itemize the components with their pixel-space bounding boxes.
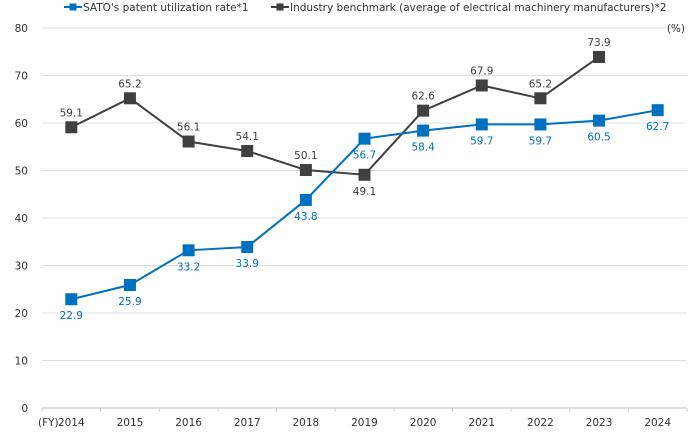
y-tick-label: 10 bbox=[15, 356, 28, 368]
data-point bbox=[65, 121, 78, 134]
data-point bbox=[593, 114, 606, 127]
data-point bbox=[358, 132, 371, 145]
data-label: 59.7 bbox=[470, 135, 493, 147]
data-point bbox=[299, 193, 312, 206]
data-point bbox=[475, 79, 488, 92]
legend-item-sato: SATO's patent utilization rate*1 bbox=[64, 2, 249, 14]
legend-label: SATO's patent utilization rate*1 bbox=[83, 2, 249, 14]
x-tick-label: 2024 bbox=[644, 417, 671, 429]
y-unit-label: (%) bbox=[667, 23, 685, 35]
data-label: 43.8 bbox=[294, 211, 317, 223]
data-point bbox=[299, 164, 312, 177]
y-tick-label: 40 bbox=[15, 213, 28, 225]
x-tick-label: 2019 bbox=[351, 417, 378, 429]
data-point bbox=[241, 145, 254, 158]
data-label: 62.6 bbox=[411, 91, 435, 103]
axes: 0 10 20 30 40 50 60 70 80 2014 2015 2016 2017 2018 201… bbox=[15, 23, 688, 429]
x-tick-label: 2014 bbox=[58, 417, 85, 429]
data-label: 33.2 bbox=[177, 261, 200, 273]
x-tick-label: 2022 bbox=[527, 417, 554, 429]
y-tick-label: 0 bbox=[21, 403, 28, 415]
data-label: 59.7 bbox=[529, 135, 552, 147]
data-point bbox=[123, 92, 136, 105]
x-tick-label: 2016 bbox=[175, 417, 202, 429]
data-point bbox=[417, 124, 430, 137]
x-tick-label: 2023 bbox=[586, 417, 613, 429]
series-layer: 59.1 65.2 56.1 54.1 50.1 49.1 62.6 67.9 65.2 73.9… bbox=[60, 37, 670, 322]
data-point bbox=[241, 240, 254, 253]
data-point bbox=[65, 293, 78, 306]
data-label: 67.9 bbox=[470, 65, 493, 77]
y-tick-label: 50 bbox=[15, 166, 28, 178]
x-tick-label: 2018 bbox=[292, 417, 319, 429]
data-point bbox=[182, 244, 195, 257]
data-label: 50.1 bbox=[294, 150, 317, 162]
data-point bbox=[593, 50, 606, 63]
data-label: 73.9 bbox=[587, 37, 610, 49]
data-point bbox=[182, 135, 195, 148]
data-label: 56.7 bbox=[353, 150, 376, 162]
data-label: 58.4 bbox=[411, 142, 435, 154]
data-point bbox=[534, 92, 547, 105]
data-point bbox=[417, 104, 430, 117]
data-label: 25.9 bbox=[118, 296, 141, 308]
y-tick-label: 80 bbox=[15, 23, 28, 35]
data-label: 59.1 bbox=[60, 107, 83, 119]
data-label: 54.1 bbox=[236, 131, 259, 143]
data-point bbox=[123, 278, 136, 291]
data-label: 49.1 bbox=[353, 186, 376, 198]
data-label: 65.2 bbox=[118, 78, 141, 90]
legend-label: Industry benchmark (average of electrica… bbox=[290, 2, 666, 14]
x-tick-label: 2021 bbox=[468, 417, 495, 429]
x-tick-label: 2015 bbox=[117, 417, 144, 429]
x-unit-label: (FY) bbox=[38, 417, 59, 429]
data-label: 60.5 bbox=[587, 132, 610, 144]
y-tick-label: 30 bbox=[15, 261, 28, 273]
data-point bbox=[475, 118, 488, 131]
x-tick-label: 2020 bbox=[410, 417, 437, 429]
y-tick-label: 20 bbox=[15, 308, 28, 320]
data-label: 62.7 bbox=[646, 121, 669, 133]
y-tick-label: 70 bbox=[15, 71, 28, 83]
data-label: 56.1 bbox=[177, 122, 200, 134]
data-point bbox=[651, 104, 664, 117]
data-point bbox=[534, 118, 547, 131]
x-tick-label: 2017 bbox=[234, 417, 261, 429]
data-label: 65.2 bbox=[529, 78, 552, 90]
legend-item-benchmark: Industry benchmark (average of electrica… bbox=[271, 2, 666, 14]
data-label: 22.9 bbox=[60, 310, 83, 322]
series-line-1 bbox=[70, 56, 600, 176]
data-label: 33.9 bbox=[236, 258, 259, 270]
legend: SATO's patent utilization rate*1 Industr… bbox=[64, 2, 666, 14]
y-tick-label: 60 bbox=[15, 118, 28, 130]
data-point bbox=[358, 168, 371, 181]
